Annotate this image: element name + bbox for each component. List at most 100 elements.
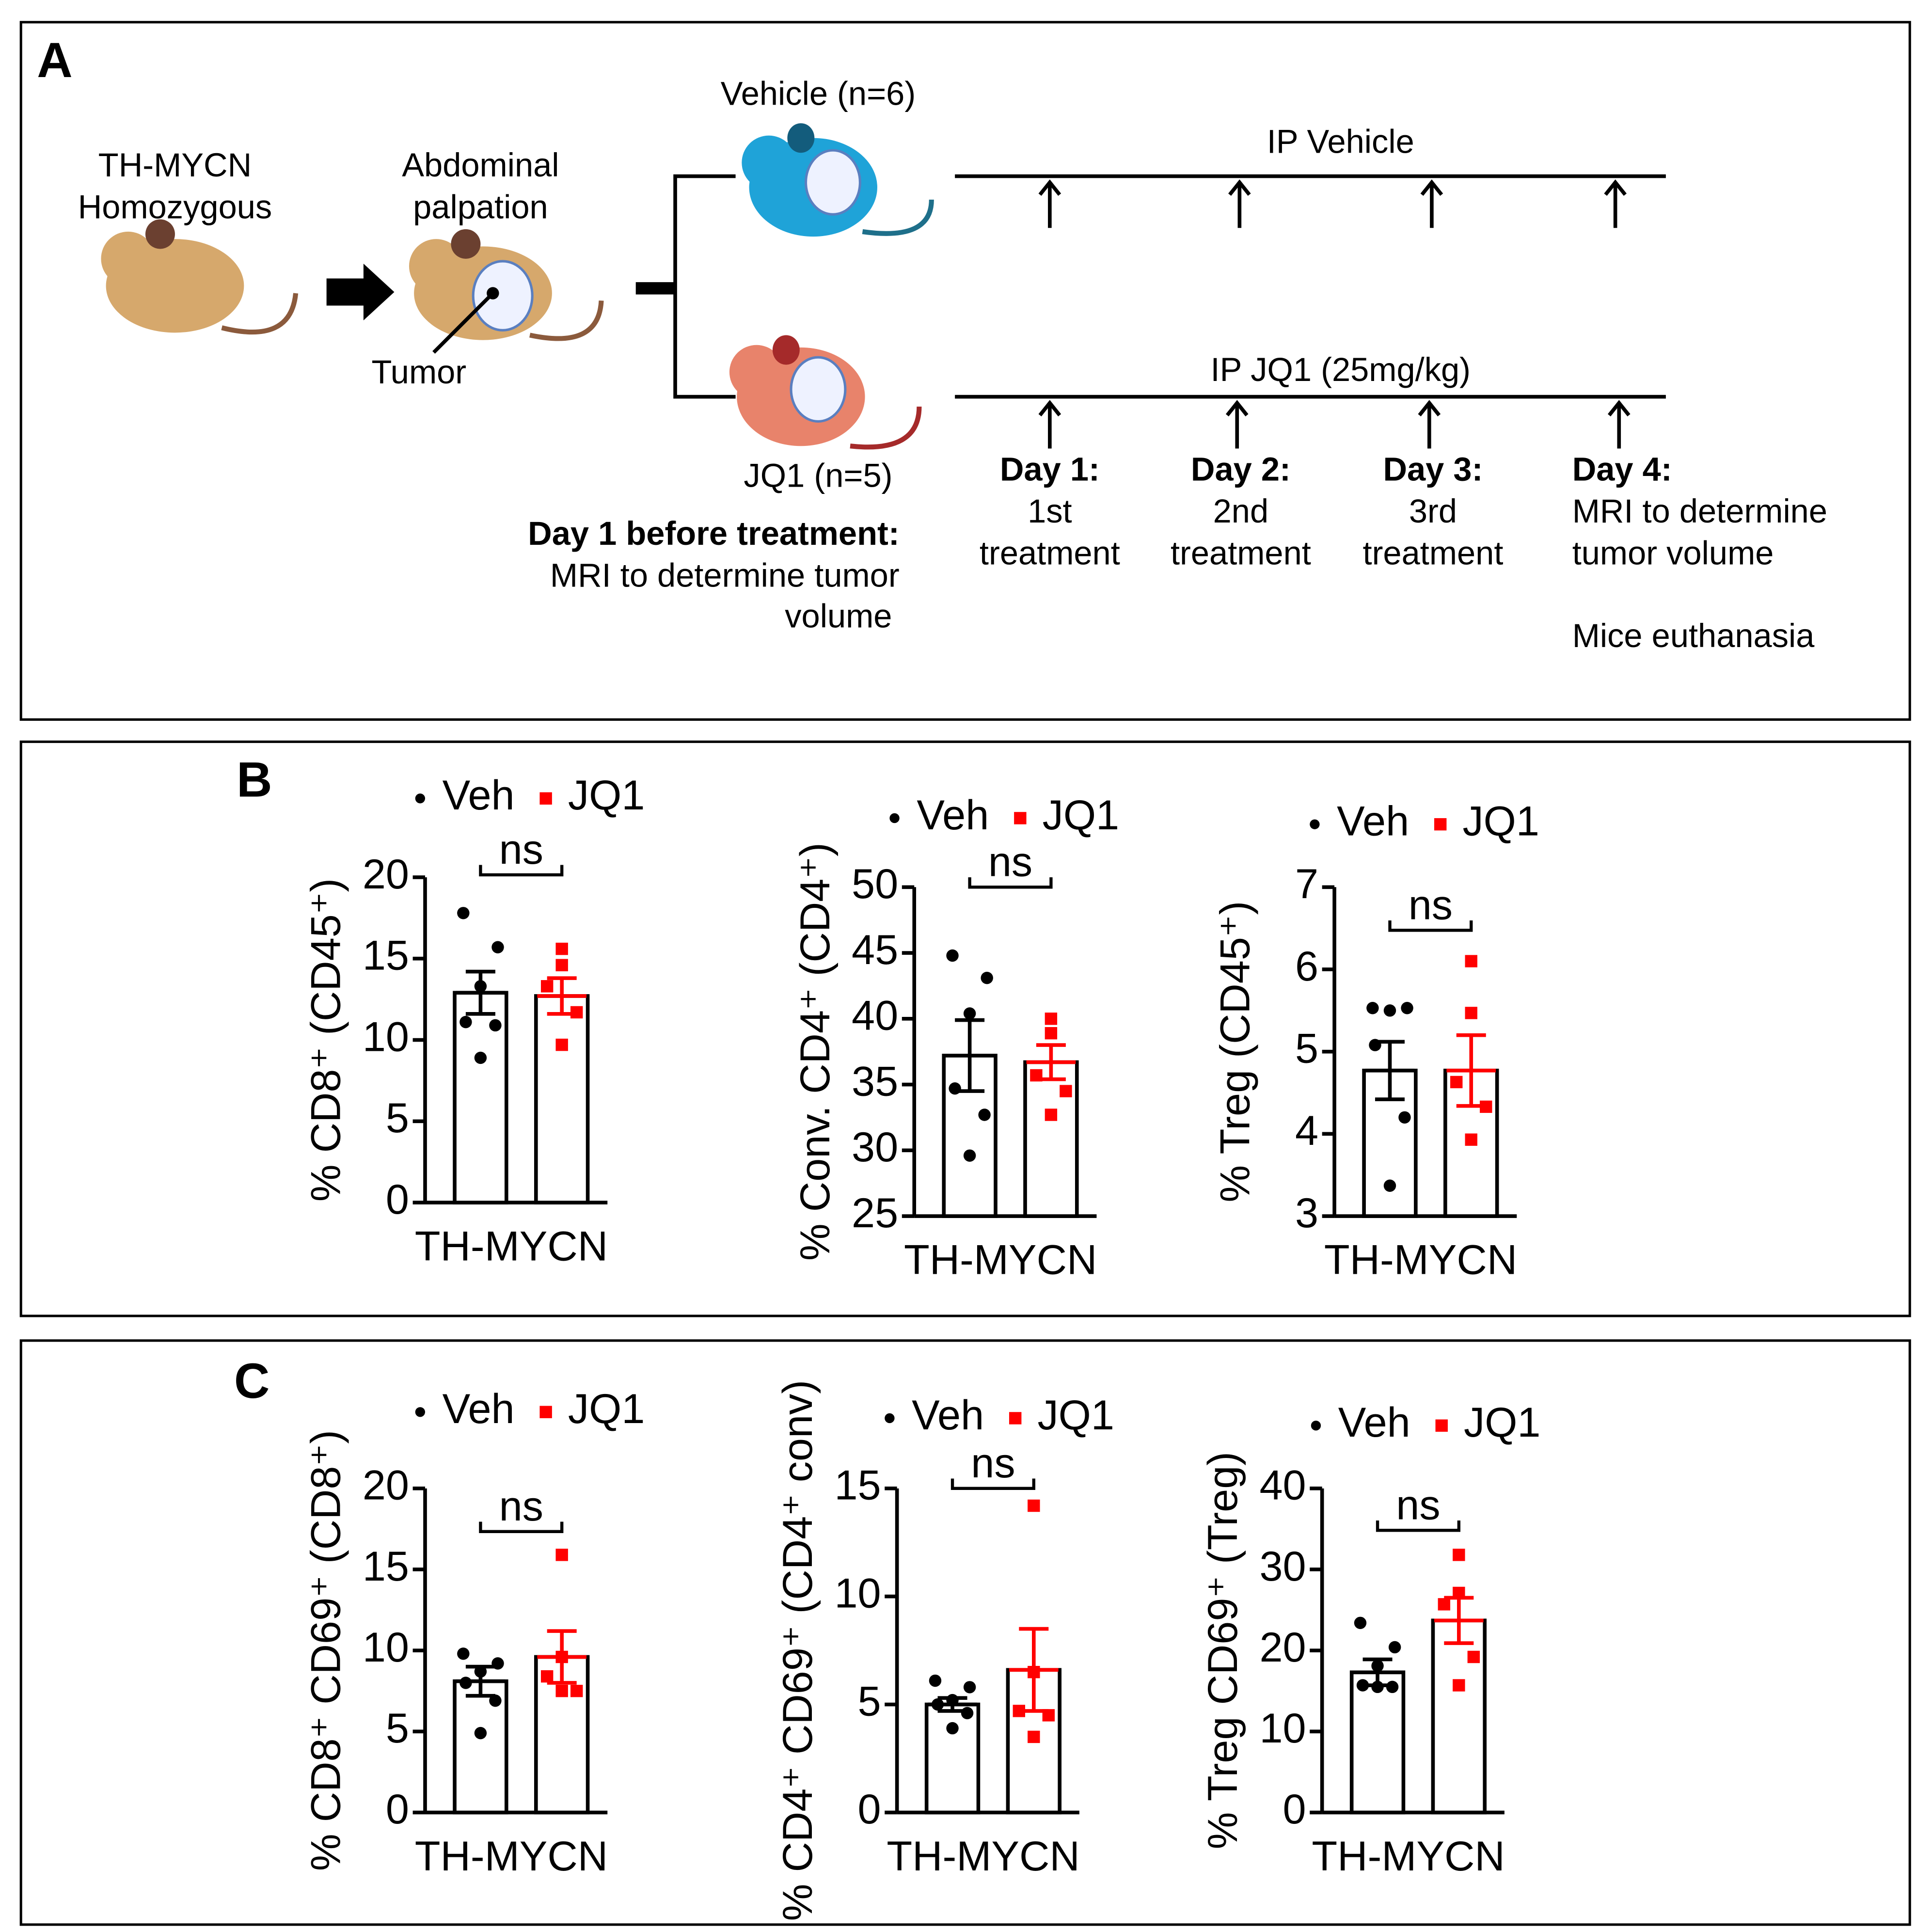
data-point (555, 1549, 568, 1561)
x-axis-label: TH-MYCN (904, 1236, 1097, 1283)
panel-label: C (234, 1353, 269, 1409)
y-tick-label: 20 (363, 851, 409, 898)
significance-label: ns (971, 1440, 1015, 1487)
data-point (1028, 1665, 1040, 1679)
y-tick-label: 10 (363, 1624, 409, 1671)
bar (1349, 1670, 1406, 1815)
data-point (474, 1726, 487, 1740)
data-point (949, 1082, 961, 1095)
data-point (981, 971, 993, 984)
data-point (1453, 1549, 1465, 1561)
y-tick-label: 5 (858, 1678, 881, 1725)
y-tick-label: 3 (1295, 1190, 1318, 1236)
data-point (555, 1650, 568, 1663)
legend-marker (415, 1407, 426, 1417)
y-tick-label: 30 (1259, 1543, 1306, 1590)
bar (1431, 1618, 1487, 1815)
data-point (489, 1019, 502, 1032)
label: Day 3: (1383, 451, 1483, 488)
data-point (1366, 1002, 1379, 1014)
label: Homozygous (78, 188, 272, 225)
data-point (1383, 1179, 1396, 1192)
label: palpation (413, 188, 548, 225)
chart: 0 10 20 30 40 % Treg CD69⁺ (Treg) TH-MYCN Veh JQ… (1200, 1399, 1540, 1880)
y-tick-label: 10 (363, 1014, 409, 1060)
data-point (1465, 1133, 1477, 1146)
data-point (1465, 955, 1477, 967)
x-axis-label: TH-MYCN (887, 1833, 1079, 1880)
data-point (1028, 1730, 1040, 1743)
significance-label: ns (499, 826, 543, 873)
data-point (491, 1657, 504, 1670)
data-point (929, 1674, 942, 1687)
data-point (963, 1681, 976, 1694)
y-tick-label: 5 (386, 1705, 409, 1752)
y-axis-label: % Conv. CD4⁺ (CD4⁺) (792, 842, 839, 1261)
legend-label: JQ1 (568, 1386, 645, 1432)
error-bar (1365, 1040, 1415, 1101)
y-tick-label: 20 (1259, 1624, 1306, 1671)
y-axis-label: % Treg (CD45⁺) (1212, 901, 1259, 1203)
significance-bracket (479, 865, 564, 877)
significance-label: ns (988, 839, 1032, 885)
legend-label: JQ1 (1464, 1399, 1541, 1446)
y-tick-label: 25 (852, 1190, 898, 1236)
data-point (457, 1647, 470, 1660)
y-tick-label: 40 (852, 993, 898, 1039)
y-tick-label: 20 (363, 1462, 409, 1509)
x-axis-label: TH-MYCN (1324, 1236, 1517, 1283)
legend-label: Veh (1337, 798, 1409, 844)
legend-label: JQ1 (568, 772, 645, 819)
data-point (1030, 1069, 1043, 1082)
data-point (457, 907, 470, 919)
data-point (555, 942, 568, 955)
y-tick-label: 10 (834, 1570, 881, 1617)
y-tick-label: 10 (1259, 1705, 1306, 1752)
data-point (1356, 1679, 1369, 1692)
y-tick-label: 15 (363, 933, 409, 979)
y-tick-label: 15 (834, 1462, 881, 1509)
data-point (946, 949, 959, 962)
y-axis-label: % CD4⁺ CD69⁺ (CD4⁺ conv) (775, 1380, 821, 1921)
data-point (1371, 1680, 1384, 1694)
data-point (1388, 1641, 1401, 1654)
data-point (570, 1684, 583, 1697)
legend-marker (1435, 1419, 1448, 1432)
label: MRI to determine tumor (550, 556, 900, 594)
y-axis-label: % Treg CD69⁺ (Treg) (1200, 1452, 1246, 1849)
mouse-jq1 (729, 335, 922, 450)
legend-label: JQ1 (1462, 798, 1539, 844)
label: Day 1: (1000, 451, 1100, 488)
data-point (1398, 1111, 1411, 1124)
data-point (963, 1149, 976, 1162)
data-point (946, 1722, 959, 1735)
label: Abdominal (402, 146, 559, 184)
data-point (1371, 1660, 1384, 1672)
data-point (1450, 1076, 1463, 1089)
mouse-vehicle (742, 123, 934, 237)
panel-frames (19, 21, 1911, 1926)
panel-a-texts: TH-MYCN Homozygous Abdominal palpation T… (78, 75, 1827, 654)
data-point (978, 1109, 991, 1121)
legend-marker (1311, 1421, 1321, 1431)
data-point (1042, 1709, 1055, 1722)
significance-bracket (950, 1478, 1035, 1490)
label: JQ1 (n=5) (744, 457, 892, 494)
data-point (1438, 1598, 1451, 1611)
y-tick-label: 7 (1295, 861, 1318, 907)
data-point (555, 1038, 568, 1051)
legend-label: JQ1 (1037, 1392, 1114, 1439)
legend-label: Veh (917, 792, 989, 839)
error-bar (945, 1018, 995, 1093)
chart: 0 5 10 15 % CD4⁺ CD69⁺ (CD4⁺ conv) TH-MYCN Veh… (775, 1380, 1114, 1921)
label: treatment (1171, 535, 1311, 572)
mouse-palpation (409, 229, 604, 354)
panel-label: A (37, 32, 72, 88)
data-point (474, 1665, 487, 1678)
legend-label: JQ1 (1043, 792, 1120, 839)
label: 1st (1028, 492, 1072, 530)
label: IP Vehicle (1267, 123, 1414, 160)
legend-marker (539, 1406, 552, 1418)
